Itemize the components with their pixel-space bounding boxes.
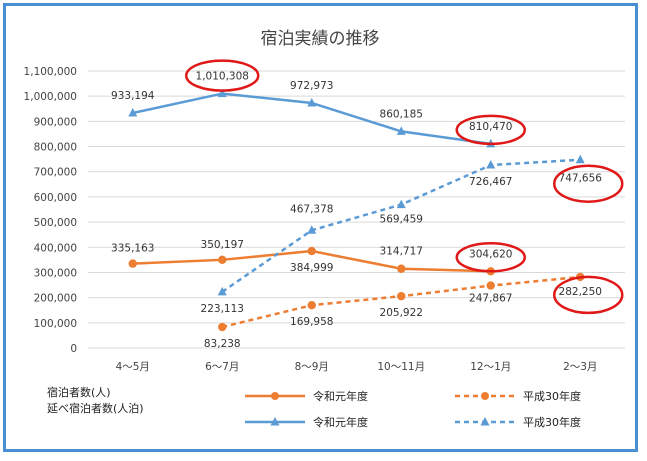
data-label: 467,378 (290, 203, 333, 215)
legend-entry-label: 平成30年度 (523, 389, 581, 403)
y-axis-ticks: 0 100,000 200,000 300,000 400,000 500,000 600,… (24, 66, 77, 355)
data-label: 83,238 (204, 338, 241, 350)
y-tick-label: 0 (70, 343, 77, 355)
highlight-circle (553, 164, 624, 203)
highlight-circle (553, 275, 624, 315)
y-tick-label: 400,000 (34, 242, 77, 254)
data-label: 335,163 (111, 243, 154, 255)
data-point (307, 301, 316, 310)
y-tick-label: 900,000 (34, 116, 77, 128)
x-tick-label: 2～3月 (563, 361, 597, 373)
data-label: 247,867 (469, 293, 512, 305)
data-point (307, 225, 317, 234)
series-guests_h30 (218, 272, 585, 332)
data-label: 933,194 (111, 90, 155, 102)
legend-entry-label: 令和元年度 (313, 389, 368, 403)
y-tick-label: 700,000 (34, 167, 77, 179)
data-label: 384,999 (290, 262, 333, 274)
data-label: 860,185 (380, 108, 423, 120)
y-tick-label: 500,000 (34, 217, 77, 229)
y-tick-label: 600,000 (34, 192, 77, 204)
chart-title: 宿泊実績の推移 (261, 29, 380, 49)
data-point (397, 291, 406, 301)
data-point (217, 88, 227, 98)
series-guests_r1 (128, 246, 495, 276)
series-group (128, 88, 585, 332)
data-point (486, 281, 495, 290)
data-label: 304,620 (469, 248, 512, 260)
data-label: 810,470 (469, 121, 512, 133)
data-labels: 335,163 350,197 384,999 314,717 304,620 83,23… (111, 71, 602, 350)
data-point (218, 255, 227, 265)
highlight-circle (455, 114, 526, 146)
legend-entry-label: 平成30年度 (523, 415, 581, 429)
legend-marker (270, 417, 280, 426)
data-point (217, 286, 227, 296)
x-tick-label: 10～11月 (377, 361, 425, 373)
legend-group-label: 宿泊者数(人) (47, 385, 111, 399)
data-point (397, 264, 406, 273)
data-label: 350,197 (201, 239, 244, 251)
x-tick-label: 12～1月 (470, 361, 511, 373)
data-label: 726,467 (469, 176, 512, 188)
data-label: 169,958 (290, 316, 333, 328)
data-label: 314,717 (380, 246, 423, 258)
highlight-circles (185, 59, 624, 315)
y-tick-label: 1,100,000 (24, 66, 77, 78)
data-label: 569,459 (380, 214, 423, 226)
legend-marker (481, 392, 489, 400)
data-point (486, 160, 496, 169)
x-tick-label: 4～5月 (116, 361, 150, 373)
y-tick-label: 300,000 (34, 267, 77, 279)
series-line (221, 275, 581, 329)
legend-group-label: 延べ宿泊者数(人泊) (47, 401, 144, 415)
data-point (307, 97, 317, 107)
highlight-circle (185, 59, 260, 92)
data-point (396, 126, 406, 135)
highlight-circle (455, 242, 526, 273)
legend-marker (271, 392, 279, 400)
data-point (128, 108, 138, 117)
data-point (128, 259, 137, 268)
y-tick-label: 1,000,000 (24, 91, 77, 103)
y-tick-label: 800,000 (34, 142, 77, 154)
x-tick-label: 6～7月 (205, 361, 239, 373)
data-label: 282,250 (559, 286, 602, 298)
gridlines (88, 70, 625, 349)
data-label: 747,656 (559, 173, 603, 185)
x-axis-ticks: 4～5月 6～7月 8～9月 10～11月 12～1月 2～3月 (116, 361, 598, 373)
data-point (218, 322, 227, 332)
legend-entry-label: 令和元年度 (313, 415, 368, 429)
series-nights_h30 (217, 154, 585, 296)
data-label: 223,113 (201, 303, 244, 315)
data-label: 972,973 (290, 80, 333, 92)
data-label: 1,010,308 (196, 71, 249, 83)
data-label: 205,922 (380, 307, 423, 319)
legend-marker (480, 417, 490, 426)
data-point (575, 154, 585, 164)
y-tick-label: 200,000 (34, 293, 77, 305)
series-nights_r1 (128, 88, 496, 148)
y-tick-label: 100,000 (34, 318, 77, 330)
data-point (396, 199, 406, 209)
x-tick-label: 8～9月 (295, 361, 329, 373)
data-point (307, 246, 316, 256)
